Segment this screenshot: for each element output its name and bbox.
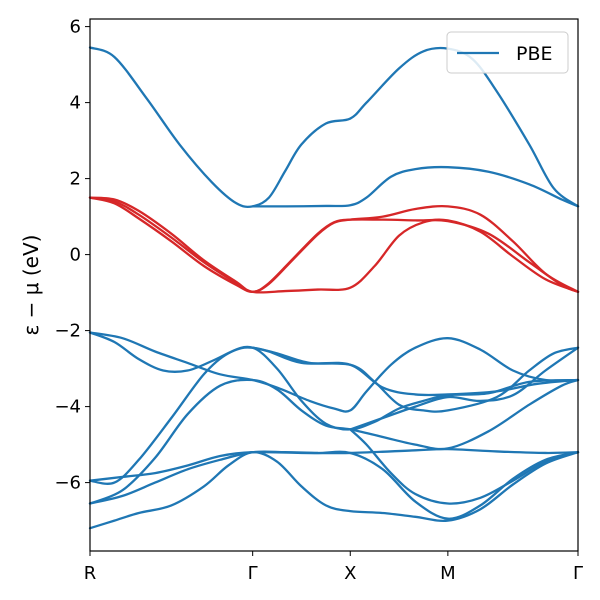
band-line-1	[251, 165, 580, 208]
x-tick-label: M	[440, 563, 456, 584]
band-line-8	[88, 345, 580, 485]
band-line-13	[88, 450, 580, 520]
x-tick-label: R	[84, 563, 97, 584]
band-line-10	[349, 346, 580, 431]
band-line-14	[88, 451, 580, 530]
highlight-band-line-4	[88, 196, 580, 294]
axis-ticks: 6 4 2 0 −2 −4 −6 R Γ X M Γ	[54, 17, 583, 584]
band-line-11	[349, 428, 580, 505]
legend: PBE	[446, 31, 569, 74]
highlight-band-line-2	[88, 196, 580, 293]
band-line-6	[88, 331, 580, 413]
y-tick-label: −2	[54, 321, 81, 342]
y-tick-label: 0	[70, 245, 81, 266]
x-tick-label: X	[344, 563, 356, 584]
y-tick-label: 4	[70, 93, 81, 114]
y-tick-label: 2	[70, 169, 81, 190]
highlight-band-line-3	[88, 196, 580, 293]
band-line-0	[88, 46, 580, 208]
y-tick-label: 6	[70, 17, 81, 38]
legend-box	[446, 31, 569, 74]
legend-label-pbe: PBE	[516, 43, 553, 65]
band-line-9	[88, 378, 580, 505]
plot-frame	[89, 18, 579, 552]
y-tick-label: −6	[54, 473, 81, 494]
y-axis-label: ε − μ (eV)	[19, 235, 43, 336]
x-tick-label: Γ	[248, 563, 258, 584]
band-line-12	[88, 447, 580, 482]
band-lines	[88, 46, 580, 530]
y-tick-label: −4	[54, 397, 81, 418]
x-tick-label: Γ	[573, 563, 583, 584]
